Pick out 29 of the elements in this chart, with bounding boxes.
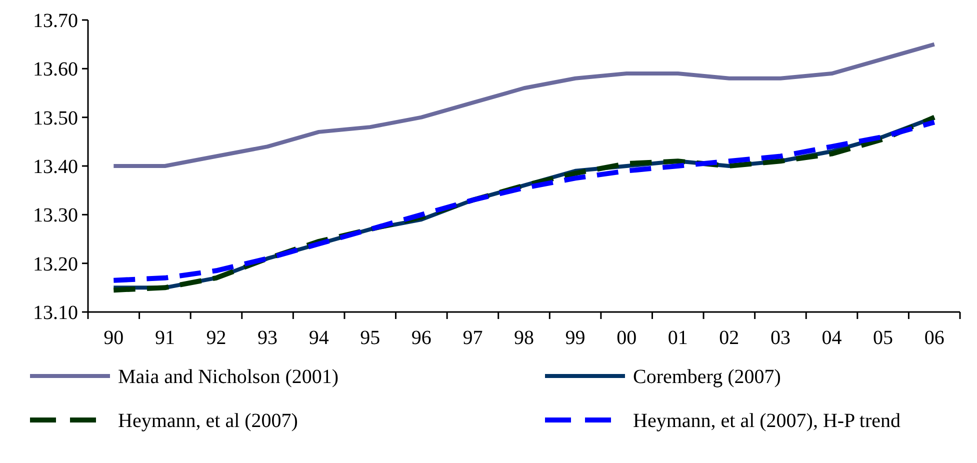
- x-tick-label: 99: [565, 327, 586, 349]
- x-tick-label: 02: [719, 327, 740, 349]
- x-tick-label: 93: [258, 327, 278, 349]
- y-tick-label: 13.70: [33, 10, 78, 32]
- legend-label: Maia and Nicholson (2001): [118, 366, 339, 388]
- legend-label: Coremberg (2007): [633, 366, 781, 388]
- x-tick-label: 04: [822, 327, 842, 349]
- y-tick-label: 13.20: [33, 253, 78, 276]
- y-tick-label: 13.50: [33, 107, 78, 130]
- x-tick-label: 97: [462, 327, 483, 349]
- x-tick-label: 94: [308, 327, 329, 349]
- x-tick-label: 01: [668, 327, 688, 349]
- x-tick-label: 90: [104, 327, 124, 349]
- legend-label: Heymann, et al (2007): [118, 410, 298, 432]
- x-tick-label: 05: [873, 327, 894, 349]
- x-tick-label: 91: [154, 327, 175, 349]
- y-tick-label: 13.10: [33, 302, 78, 324]
- x-tick-label: 03: [770, 327, 790, 349]
- x-tick-label: 98: [514, 327, 534, 349]
- x-tick-label: 00: [616, 327, 637, 349]
- line-series: [112, 42, 936, 168]
- x-tick-label: 96: [411, 327, 432, 349]
- y-tick-label: 13.40: [33, 156, 78, 178]
- x-tick-label: 92: [206, 327, 226, 349]
- x-tick-label: 95: [360, 327, 380, 349]
- y-tick-label: 13.30: [33, 204, 78, 227]
- legend-label: Heymann, et al (2007), H-P trend: [633, 410, 901, 432]
- x-tick-label: 06: [924, 327, 944, 349]
- y-tick-label: 13.60: [33, 58, 78, 81]
